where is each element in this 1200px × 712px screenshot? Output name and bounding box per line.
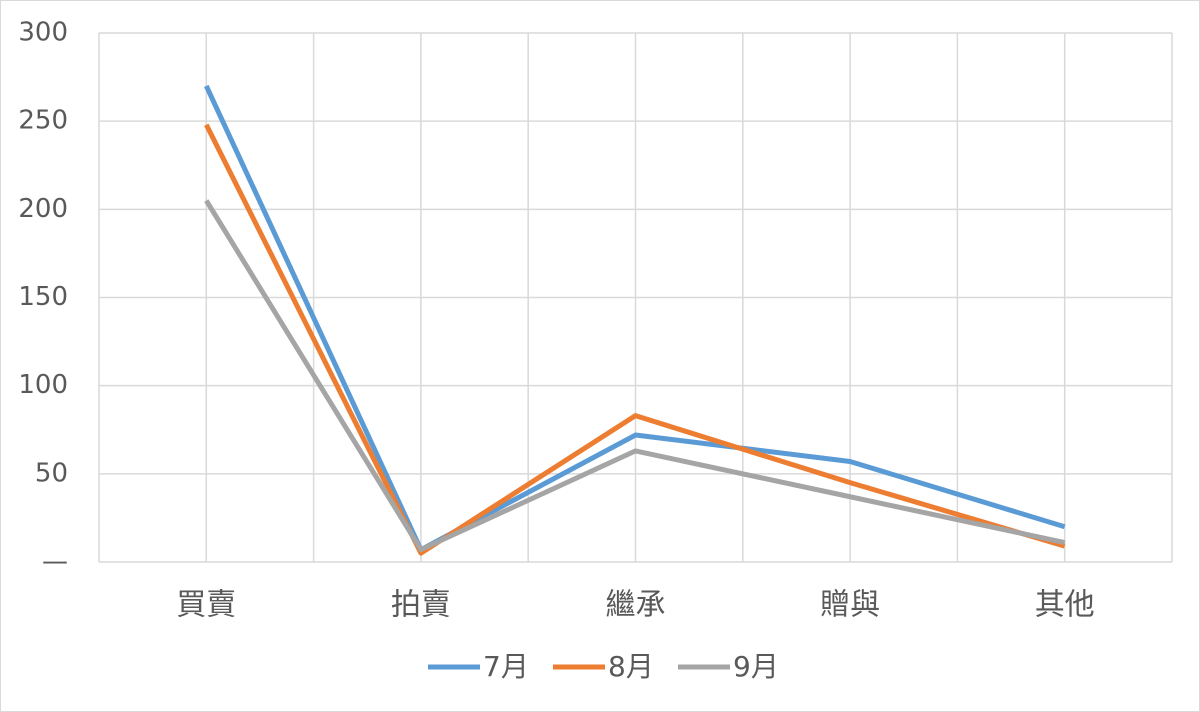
y-tick-label: 150 [18,282,68,312]
x-tick-label: 拍賣 [391,588,451,623]
legend-label: 8月 [608,650,654,683]
y-tick-label: 200 [18,194,68,224]
x-tick-label: 贈與 [820,588,880,623]
y-tick-label: 250 [18,106,68,136]
legend-label: 9月 [733,650,779,683]
y-tick-label: — [42,547,68,577]
series-line [204,84,1066,553]
y-tick-label: 50 [35,458,68,488]
y-tick-label: 300 [18,18,68,48]
legend-label: 7月 [483,650,529,683]
y-tick-label: 100 [18,370,68,400]
series-line [204,199,1066,553]
x-tick-label: 其他 [1035,588,1095,623]
series-line [204,123,1066,556]
x-tick-label: 繼承 [606,588,666,623]
x-tick-label: 買賣 [176,588,236,623]
